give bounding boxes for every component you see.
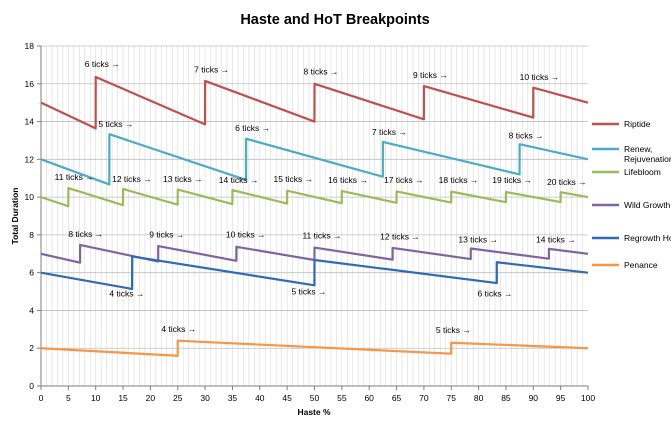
series-line-lifebloom [40,186,589,208]
tick-count-label: 9 ticks → [149,230,184,240]
y-tick-label: 4 [29,305,34,315]
tick-count-label: 5 ticks → [98,119,133,129]
x-tick-label: 75 [447,393,457,403]
tick-count-label: 8 ticks → [509,131,544,141]
y-axis-label: Total Duration [10,188,20,245]
y-tick-label: 2 [29,343,34,353]
x-tick-label: 65 [392,393,402,403]
legend-label-regrowth-hot: Regrowth HoT [624,233,671,243]
x-tick-label: 35 [228,393,238,403]
y-tick-label: 16 [25,79,35,89]
legend-label-lifebloom: Lifebloom [624,167,661,177]
x-tick-label: 10 [91,393,101,403]
x-tick-label: 20 [146,393,156,403]
tick-count-label: 6 ticks → [85,59,120,69]
y-tick-label: 18 [25,41,35,51]
tick-count-label: 6 ticks → [478,288,513,298]
tick-count-label: 17 ticks → [384,175,424,185]
y-tick-label: 6 [29,268,34,278]
y-tick-label: 14 [25,117,35,127]
chart-title: Haste and HoT Breakpoints [240,12,429,28]
tick-count-label: 10 ticks → [226,230,266,240]
legend-label-renew-rejuvenation: Renew, [624,144,652,154]
tick-count-label: 8 ticks → [68,229,103,239]
tick-count-label: 20 ticks → [547,177,587,187]
x-tick-label: 15 [118,393,128,403]
series-line-wild-growth [40,243,589,264]
tick-count-label: 14 ticks → [219,175,259,185]
legend-label-renew-rejuvenation: Rejuvenation [624,154,671,164]
tick-count-label: 4 ticks → [109,288,144,298]
tick-count-label: 13 ticks → [458,234,498,244]
tick-count-label: 10 ticks → [520,72,560,82]
x-tick-label: 0 [39,393,44,403]
x-tick-label: 50 [310,393,320,403]
tick-count-label: 11 ticks → [55,172,94,182]
series-line-renew-rejuvenation [40,133,589,186]
y-tick-label: 12 [25,154,35,164]
y-tick-label: 8 [29,230,34,240]
axes: 0 5 10 15 20 25 30 35 40 45 50 55 60 65 70 75 80 85 90 95 10… [25,41,596,403]
x-tick-label: 30 [200,393,210,403]
x-tick-label: 45 [282,393,292,403]
tick-count-label: 6 ticks → [235,123,270,133]
series-line-riptide [40,75,589,130]
series-line-penance [40,339,589,357]
legend-label-wild-growth: Wild Growth [624,200,671,210]
x-tick-label: 55 [337,393,347,403]
tick-count-label: 4 ticks → [161,324,196,334]
x-tick-label: 85 [501,393,511,403]
tick-count-label: 11 ticks → [302,231,341,241]
tick-count-label: 19 ticks → [492,175,532,185]
x-tick-label: 5 [66,393,71,403]
tick-count-label: 16 ticks → [328,175,368,185]
x-tick-label: 90 [529,393,539,403]
x-tick-label: 40 [255,393,265,403]
tick-count-label: 12 ticks → [112,174,152,184]
tick-count-label: 18 ticks → [439,175,479,185]
tick-count-label: 9 ticks → [413,70,448,80]
x-tick-label: 25 [173,393,183,403]
y-tick-label: 0 [29,381,34,391]
x-tick-label: 95 [556,393,566,403]
legend-label-penance: Penance [624,260,658,270]
tick-count-label: 5 ticks → [436,325,471,335]
tick-count-label: 7 ticks → [194,64,229,74]
x-tick-label: 60 [364,393,374,403]
y-tick-label: 10 [25,192,35,202]
tick-count-label: 15 ticks → [273,174,313,184]
tick-count-label: 13 ticks → [163,174,203,184]
series-lines [40,75,589,357]
tick-count-label: 12 ticks → [380,232,420,242]
tick-count-label: 7 ticks → [372,127,407,137]
tick-count-label: 8 ticks → [304,66,339,76]
x-tick-label: 80 [474,393,484,403]
x-axis-label: Haste % [297,407,331,417]
legend-label-riptide: Riptide [624,119,651,129]
x-tick-label: 100 [581,393,595,403]
tick-annotations: 6 ticks → 7 ticks → 8 ticks → 9 ticks → 10 t… [55,59,587,335]
x-tick-label: 70 [419,393,429,403]
legend: Riptide Renew,Rejuvenation Lifebloom Wild G… [592,119,671,270]
series-line-regrowth-hot [40,255,589,291]
tick-count-label: 14 ticks → [536,234,576,244]
tick-count-label: 5 ticks → [292,286,327,296]
